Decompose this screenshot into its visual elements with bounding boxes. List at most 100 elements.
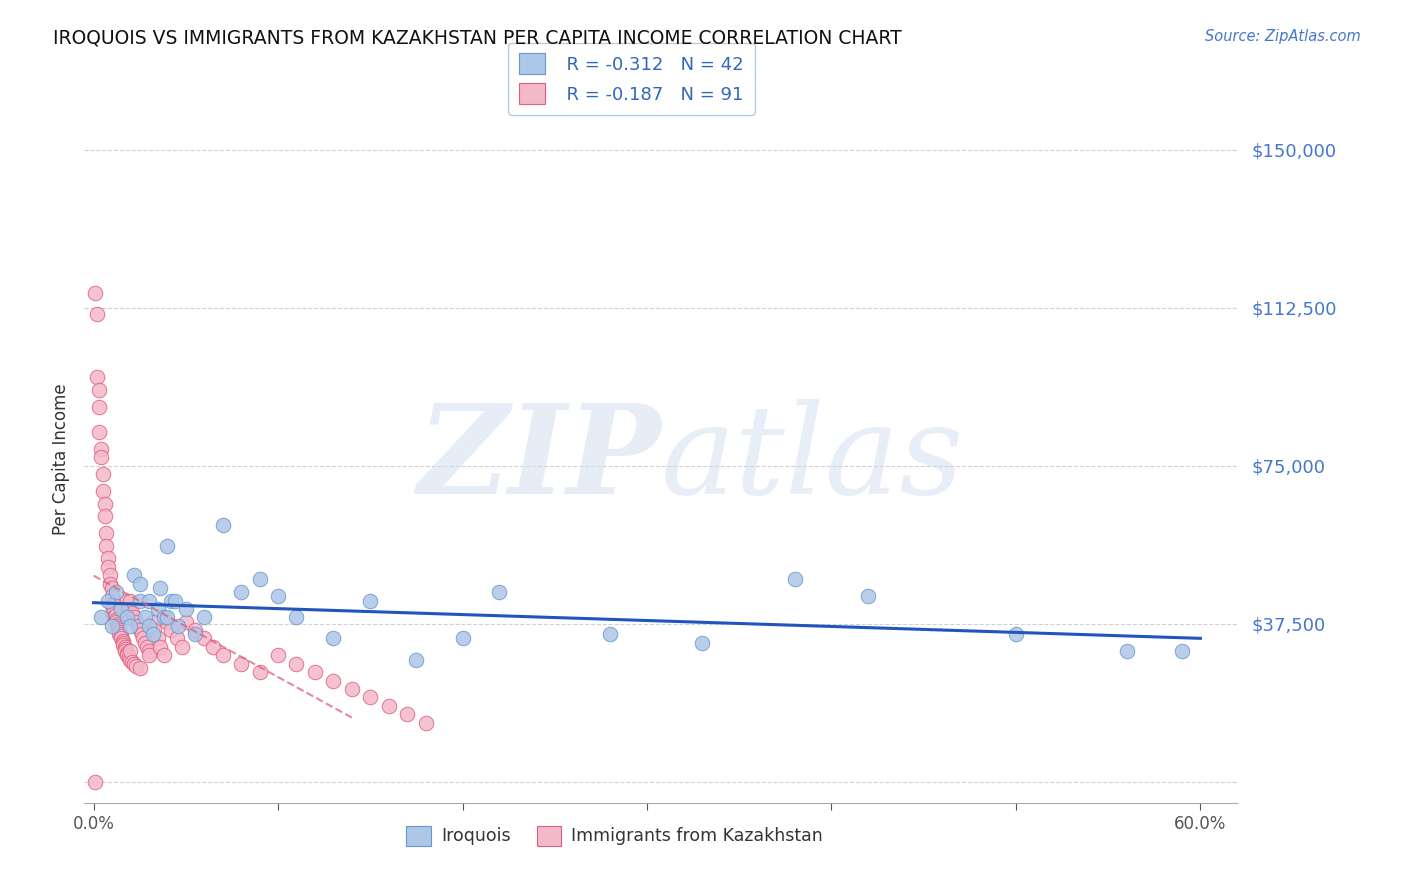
- Point: [87, 425, 110, 439]
- Point: [156, 610, 179, 624]
- Point: [231, 657, 253, 671]
- Point: [138, 619, 160, 633]
- Point: [120, 652, 142, 666]
- Point: [249, 665, 271, 680]
- Point: [114, 640, 136, 654]
- Point: [396, 707, 419, 722]
- Point: [405, 652, 427, 666]
- Point: [115, 646, 138, 660]
- Point: [104, 613, 127, 627]
- Point: [117, 602, 139, 616]
- Point: [858, 590, 880, 604]
- Point: [115, 648, 138, 663]
- Point: [84, 774, 107, 789]
- Point: [86, 307, 108, 321]
- Point: [93, 497, 115, 511]
- Point: [267, 590, 290, 604]
- Point: [114, 644, 136, 658]
- Point: [136, 640, 159, 654]
- Point: [193, 610, 215, 624]
- Point: [599, 627, 621, 641]
- Point: [174, 615, 197, 629]
- Legend: Iroquois, Immigrants from Kazakhstan: Iroquois, Immigrants from Kazakhstan: [399, 819, 830, 853]
- Point: [96, 526, 118, 541]
- Point: [128, 576, 150, 591]
- Point: [91, 483, 114, 498]
- Point: [90, 610, 112, 624]
- Point: [101, 598, 124, 612]
- Point: [163, 593, 186, 607]
- Point: [104, 585, 127, 599]
- Point: [1115, 644, 1137, 658]
- Point: [285, 657, 308, 671]
- Point: [117, 650, 139, 665]
- Point: [211, 517, 233, 532]
- Point: [322, 673, 344, 688]
- Point: [174, 602, 197, 616]
- Point: [87, 400, 110, 414]
- Point: [112, 633, 135, 648]
- Point: [108, 627, 131, 641]
- Point: [160, 593, 183, 607]
- Point: [156, 539, 179, 553]
- Text: ZIP: ZIP: [418, 399, 661, 520]
- Point: [304, 665, 326, 680]
- Point: [110, 629, 132, 643]
- Point: [231, 585, 253, 599]
- Point: [172, 640, 194, 654]
- Point: [110, 602, 132, 616]
- Point: [97, 593, 120, 607]
- Point: [115, 593, 138, 607]
- Point: [101, 581, 124, 595]
- Point: [138, 648, 160, 663]
- Point: [142, 615, 165, 629]
- Point: [103, 602, 125, 616]
- Point: [91, 467, 114, 482]
- Point: [101, 590, 124, 604]
- Point: [152, 610, 174, 624]
- Point: [377, 698, 399, 713]
- Point: [146, 602, 169, 616]
- Point: [132, 632, 155, 646]
- Point: [249, 573, 271, 587]
- Point: [184, 627, 207, 641]
- Point: [101, 606, 124, 620]
- Point: [160, 623, 183, 637]
- Point: [149, 581, 172, 595]
- Point: [96, 539, 118, 553]
- Point: [166, 632, 188, 646]
- Point: [101, 619, 124, 633]
- Point: [184, 623, 207, 637]
- Point: [152, 648, 174, 663]
- Point: [359, 593, 381, 607]
- Point: [98, 568, 121, 582]
- Point: [84, 285, 107, 300]
- Point: [167, 619, 190, 633]
- Point: [1171, 644, 1194, 658]
- Point: [131, 627, 153, 641]
- Point: [110, 632, 132, 646]
- Point: [128, 623, 150, 637]
- Point: [322, 632, 344, 646]
- Point: [128, 593, 150, 607]
- Point: [97, 551, 120, 566]
- Point: [103, 598, 125, 612]
- Point: [156, 615, 179, 629]
- Point: [122, 610, 145, 624]
- Point: [415, 715, 437, 730]
- Point: [125, 615, 148, 629]
- Point: [86, 370, 108, 384]
- Point: [211, 648, 233, 663]
- Point: [104, 608, 127, 623]
- Point: [143, 623, 166, 637]
- Point: [120, 644, 142, 658]
- Point: [87, 383, 110, 397]
- Point: [134, 610, 156, 624]
- Point: [267, 648, 290, 663]
- Point: [138, 644, 160, 658]
- Point: [90, 450, 112, 465]
- Point: [121, 606, 143, 620]
- Point: [98, 576, 121, 591]
- Point: [121, 655, 143, 669]
- Point: [202, 640, 225, 654]
